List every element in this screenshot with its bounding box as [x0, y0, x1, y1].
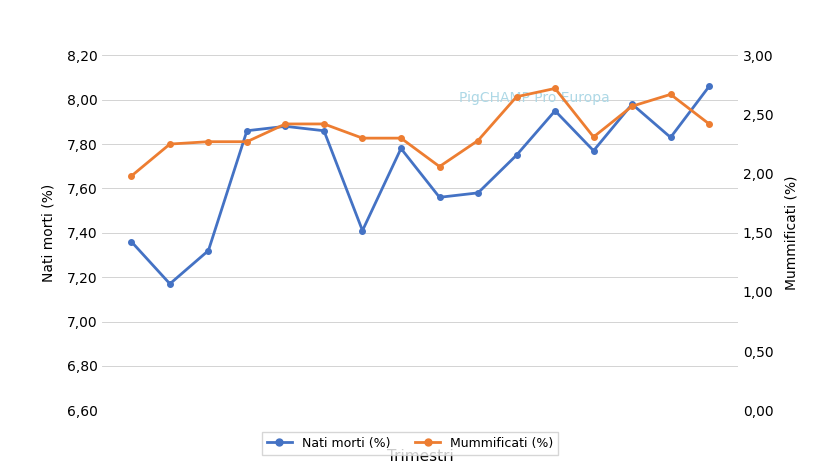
Mummificati (%)	[242, 139, 251, 144]
X-axis label: Trimestri: Trimestri	[387, 449, 453, 461]
Mummificati (%)	[165, 142, 174, 147]
Nati morti (%)	[665, 135, 675, 140]
Nati morti (%)	[550, 108, 559, 113]
Mummificati (%)	[627, 103, 636, 109]
Nati morti (%)	[203, 248, 213, 253]
Text: PigCHAMP Pro Europa: PigCHAMP Pro Europa	[459, 91, 609, 105]
Mummificati (%)	[588, 134, 598, 140]
Nati morti (%)	[627, 101, 636, 107]
Y-axis label: Mummificati (%): Mummificati (%)	[784, 176, 798, 290]
Nati morti (%)	[280, 124, 290, 129]
Mummificati (%)	[126, 173, 136, 179]
Nati morti (%)	[242, 128, 251, 134]
Nati morti (%)	[319, 128, 328, 134]
Mummificati (%)	[396, 136, 405, 141]
Nati morti (%)	[473, 190, 482, 195]
Mummificati (%)	[280, 121, 290, 127]
Mummificati (%)	[550, 86, 559, 91]
Nati morti (%)	[165, 281, 174, 287]
Mummificati (%)	[357, 136, 367, 141]
Mummificati (%)	[704, 121, 713, 127]
Nati morti (%)	[511, 153, 521, 158]
Legend: Nati morti (%), Mummificati (%): Nati morti (%), Mummificati (%)	[261, 432, 558, 455]
Nati morti (%)	[357, 228, 367, 233]
Mummificati (%)	[319, 121, 328, 127]
Mummificati (%)	[665, 92, 675, 97]
Nati morti (%)	[704, 83, 713, 89]
Nati morti (%)	[588, 148, 598, 154]
Line: Nati morti (%): Nati morti (%)	[129, 83, 711, 287]
Y-axis label: Nati morti (%): Nati morti (%)	[42, 183, 56, 282]
Nati morti (%)	[126, 239, 136, 244]
Line: Mummificati (%): Mummificati (%)	[129, 86, 711, 179]
Nati morti (%)	[434, 195, 444, 200]
Mummificati (%)	[473, 138, 482, 143]
Mummificati (%)	[511, 94, 521, 100]
Mummificati (%)	[434, 164, 444, 169]
Nati morti (%)	[396, 146, 405, 151]
Mummificati (%)	[203, 139, 213, 144]
